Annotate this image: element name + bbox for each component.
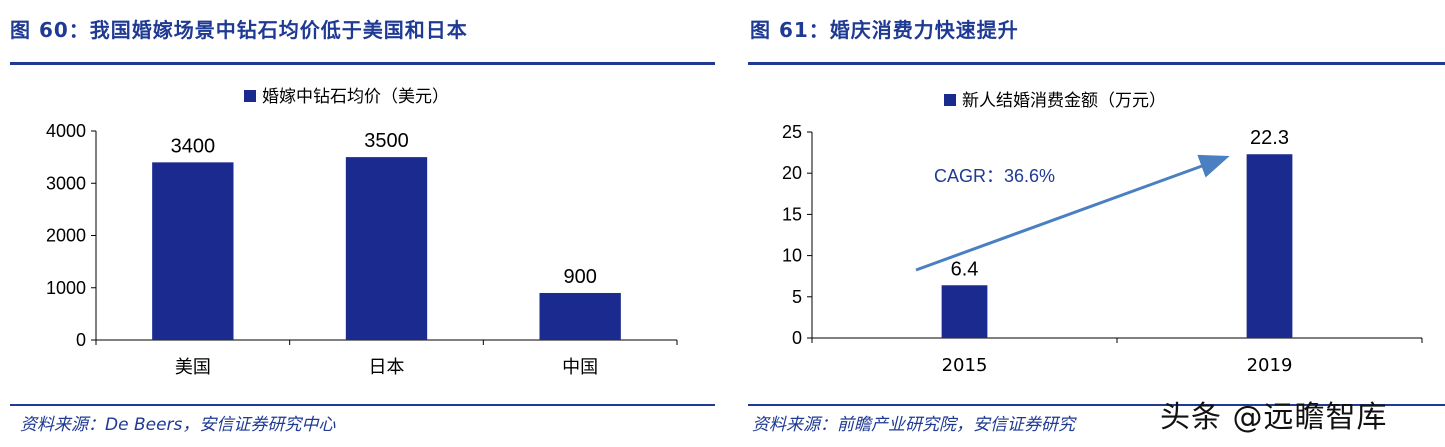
bar-2019 xyxy=(1246,154,1293,338)
legend-swatch xyxy=(244,90,256,102)
x-category-label: 美国 xyxy=(175,357,211,378)
left-figure-panel: 图 60：我国婚嫁场景中钻石均价低于美国和日本 0 1000 2000 3000 400… xyxy=(0,0,715,447)
title-rule xyxy=(10,62,715,65)
figure-title: 图 60：我国婚嫁场景中钻石均价低于美国和日本 xyxy=(10,18,468,42)
x-category-label: 日本 xyxy=(369,357,405,378)
source-note: 资料来源：前瞻产业研究院，安信证券研究 xyxy=(752,415,1075,435)
figure-title: 图 61：婚庆消费力快速提升 xyxy=(750,18,1019,42)
title-rule xyxy=(748,62,1445,65)
wedding-spending-bar-chart: 0 5 10 15 20 25 6.4 2015 22.3 2019 新人结婚消费金额（万元） CAG… xyxy=(782,91,1423,376)
legend-label: 新人结婚消费金额（万元） xyxy=(962,91,1166,111)
data-label: 3400 xyxy=(171,135,216,157)
bar-日本 xyxy=(345,157,428,340)
source-rule xyxy=(10,404,715,406)
y-tick-label: 1000 xyxy=(46,278,86,298)
y-tick-label: 0 xyxy=(792,328,802,348)
data-label: 3500 xyxy=(364,130,409,152)
y-tick-label: 10 xyxy=(782,246,802,266)
bar-中国 xyxy=(539,292,621,340)
data-label: 22.3 xyxy=(1250,127,1289,149)
watermark: 头条 @远瞻智库 xyxy=(1160,400,1388,435)
y-tick-label: 2000 xyxy=(46,226,86,246)
y-tick-label: 4000 xyxy=(46,121,86,141)
data-label: 900 xyxy=(563,266,596,288)
bar-美国 xyxy=(152,162,234,340)
source-note: 资料来源：De Beers，安信证券研究中心 xyxy=(20,415,336,435)
data-label: 6.4 xyxy=(951,258,979,280)
growth-arrow xyxy=(915,154,1230,272)
legend-label: 婚嫁中钻石均价（美元） xyxy=(262,87,449,107)
x-category-label: 中国 xyxy=(562,357,598,378)
y-tick-label: 5 xyxy=(792,287,802,307)
x-category-label: 2019 xyxy=(1247,355,1293,376)
y-tick-label: 15 xyxy=(782,204,802,224)
diamond-price-bar-chart: 0 1000 2000 3000 4000 3400 美国 3500 日本 900 中国 婚嫁中钻石均… xyxy=(46,87,678,378)
x-category-label: 2015 xyxy=(942,355,988,376)
source-rule xyxy=(748,404,1445,406)
y-tick-label: 0 xyxy=(76,330,86,350)
y-tick-label: 20 xyxy=(782,163,802,183)
bar-2015 xyxy=(941,285,988,338)
legend-swatch xyxy=(944,94,956,106)
right-figure-panel: 图 61：婚庆消费力快速提升 0 5 10 15 20 25 6.4 2015 22.3 2019… xyxy=(744,0,1445,447)
y-tick-label: 3000 xyxy=(46,173,86,193)
cagr-annotation: CAGR：36.6% xyxy=(934,166,1055,186)
y-tick-label: 25 xyxy=(782,122,802,142)
